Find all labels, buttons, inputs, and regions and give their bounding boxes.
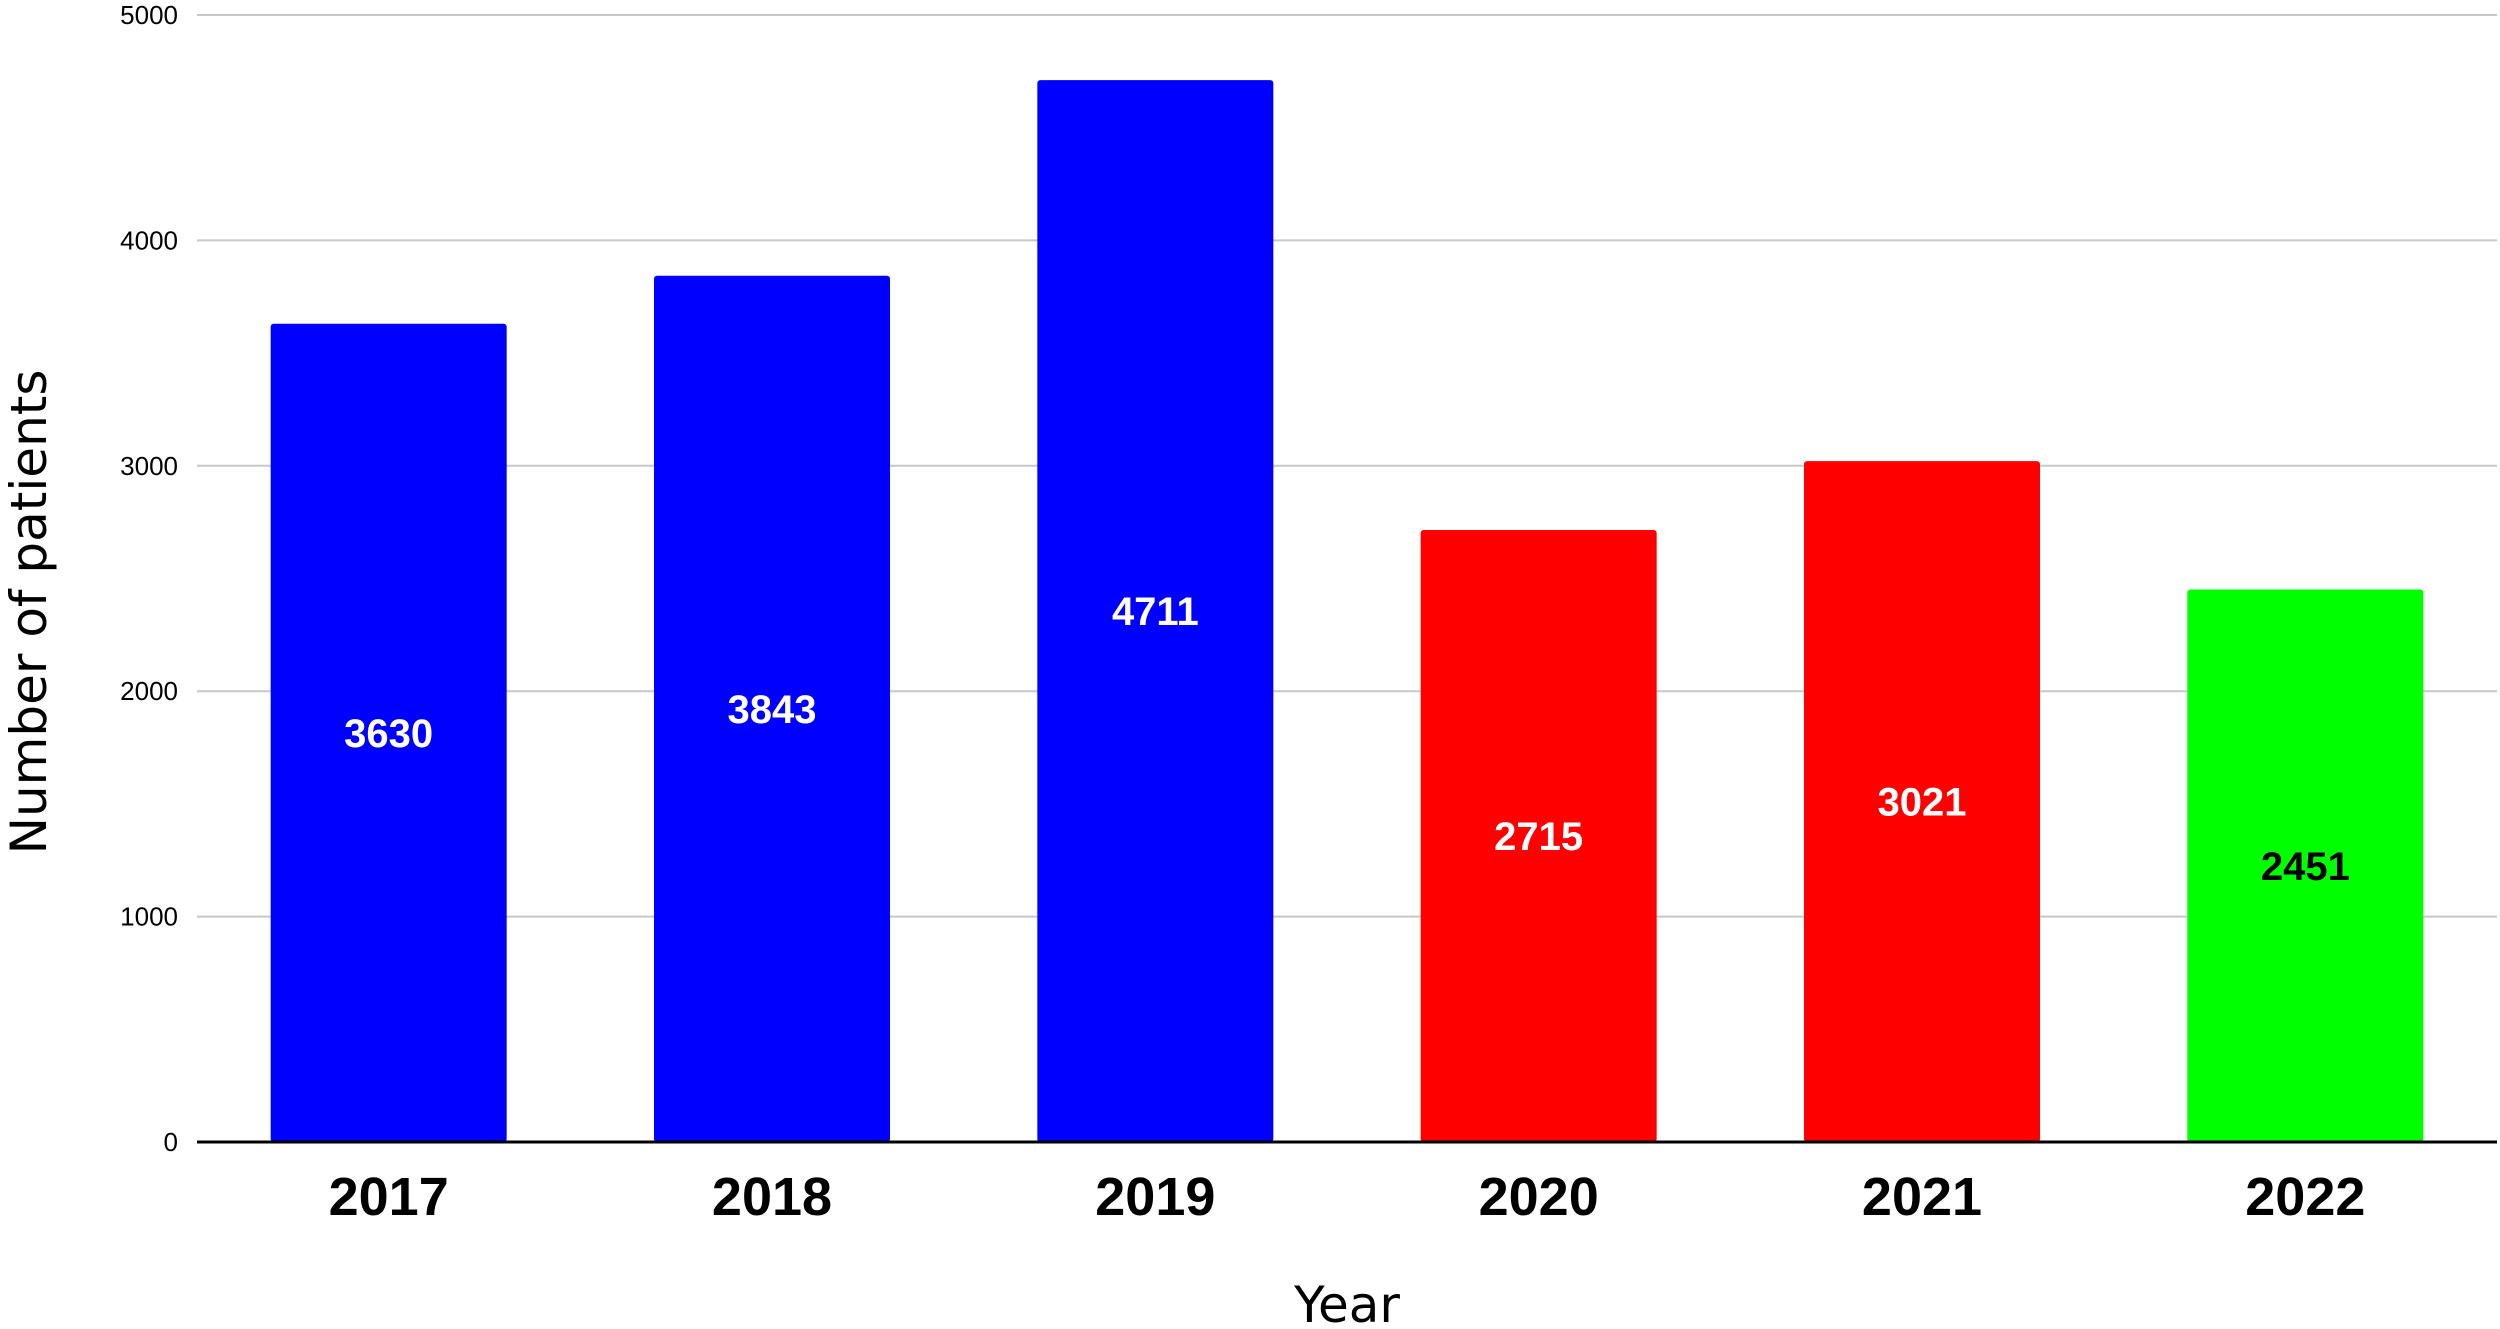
data-label-2019: 4711 xyxy=(1112,590,1199,634)
data-label-2017: 3630 xyxy=(344,712,433,756)
bar-2021 xyxy=(1804,461,2040,1142)
y-tick-label: 4000 xyxy=(120,225,178,255)
y-tick-label: 5000 xyxy=(120,0,178,30)
x-tick-label: 2020 xyxy=(1479,1167,1599,1227)
y-tick-label: 3000 xyxy=(120,451,178,481)
x-tick-label: 2022 xyxy=(2245,1167,2365,1227)
y-axis-tick-labels: 0 1000 2000 3000 4000 5000 xyxy=(120,0,178,1157)
y-tick-label: 2000 xyxy=(120,676,178,706)
bar-2019 xyxy=(1037,80,1274,1142)
x-axis-title: Year xyxy=(1293,1276,1400,1329)
x-tick-label: 2019 xyxy=(1095,1167,1215,1227)
bars xyxy=(270,80,2424,1143)
data-labels: 3630 3843 4711 2715 3021 2451 xyxy=(344,590,2350,889)
data-label-2020: 2715 xyxy=(1494,815,1583,859)
data-label-2018: 3843 xyxy=(728,688,817,732)
data-label-2022: 2451 xyxy=(2261,845,2350,889)
gridlines xyxy=(197,14,2497,918)
bar-2022 xyxy=(2187,589,2424,1142)
bar-2020 xyxy=(1420,530,1657,1142)
x-tick-label: 2021 xyxy=(1862,1167,1982,1227)
y-tick-label: 1000 xyxy=(120,902,178,932)
x-tick-label: 2017 xyxy=(329,1167,449,1227)
x-axis-tick-labels: 2017 2018 2019 2020 2021 2022 xyxy=(329,1167,2366,1227)
bar-2017 xyxy=(270,323,507,1143)
data-label-2021: 3021 xyxy=(1878,781,1967,825)
bar-2018 xyxy=(654,275,890,1142)
y-axis-title: Number of patients xyxy=(0,370,58,855)
y-tick-label: 0 xyxy=(164,1127,178,1157)
x-tick-label: 2018 xyxy=(712,1167,832,1227)
